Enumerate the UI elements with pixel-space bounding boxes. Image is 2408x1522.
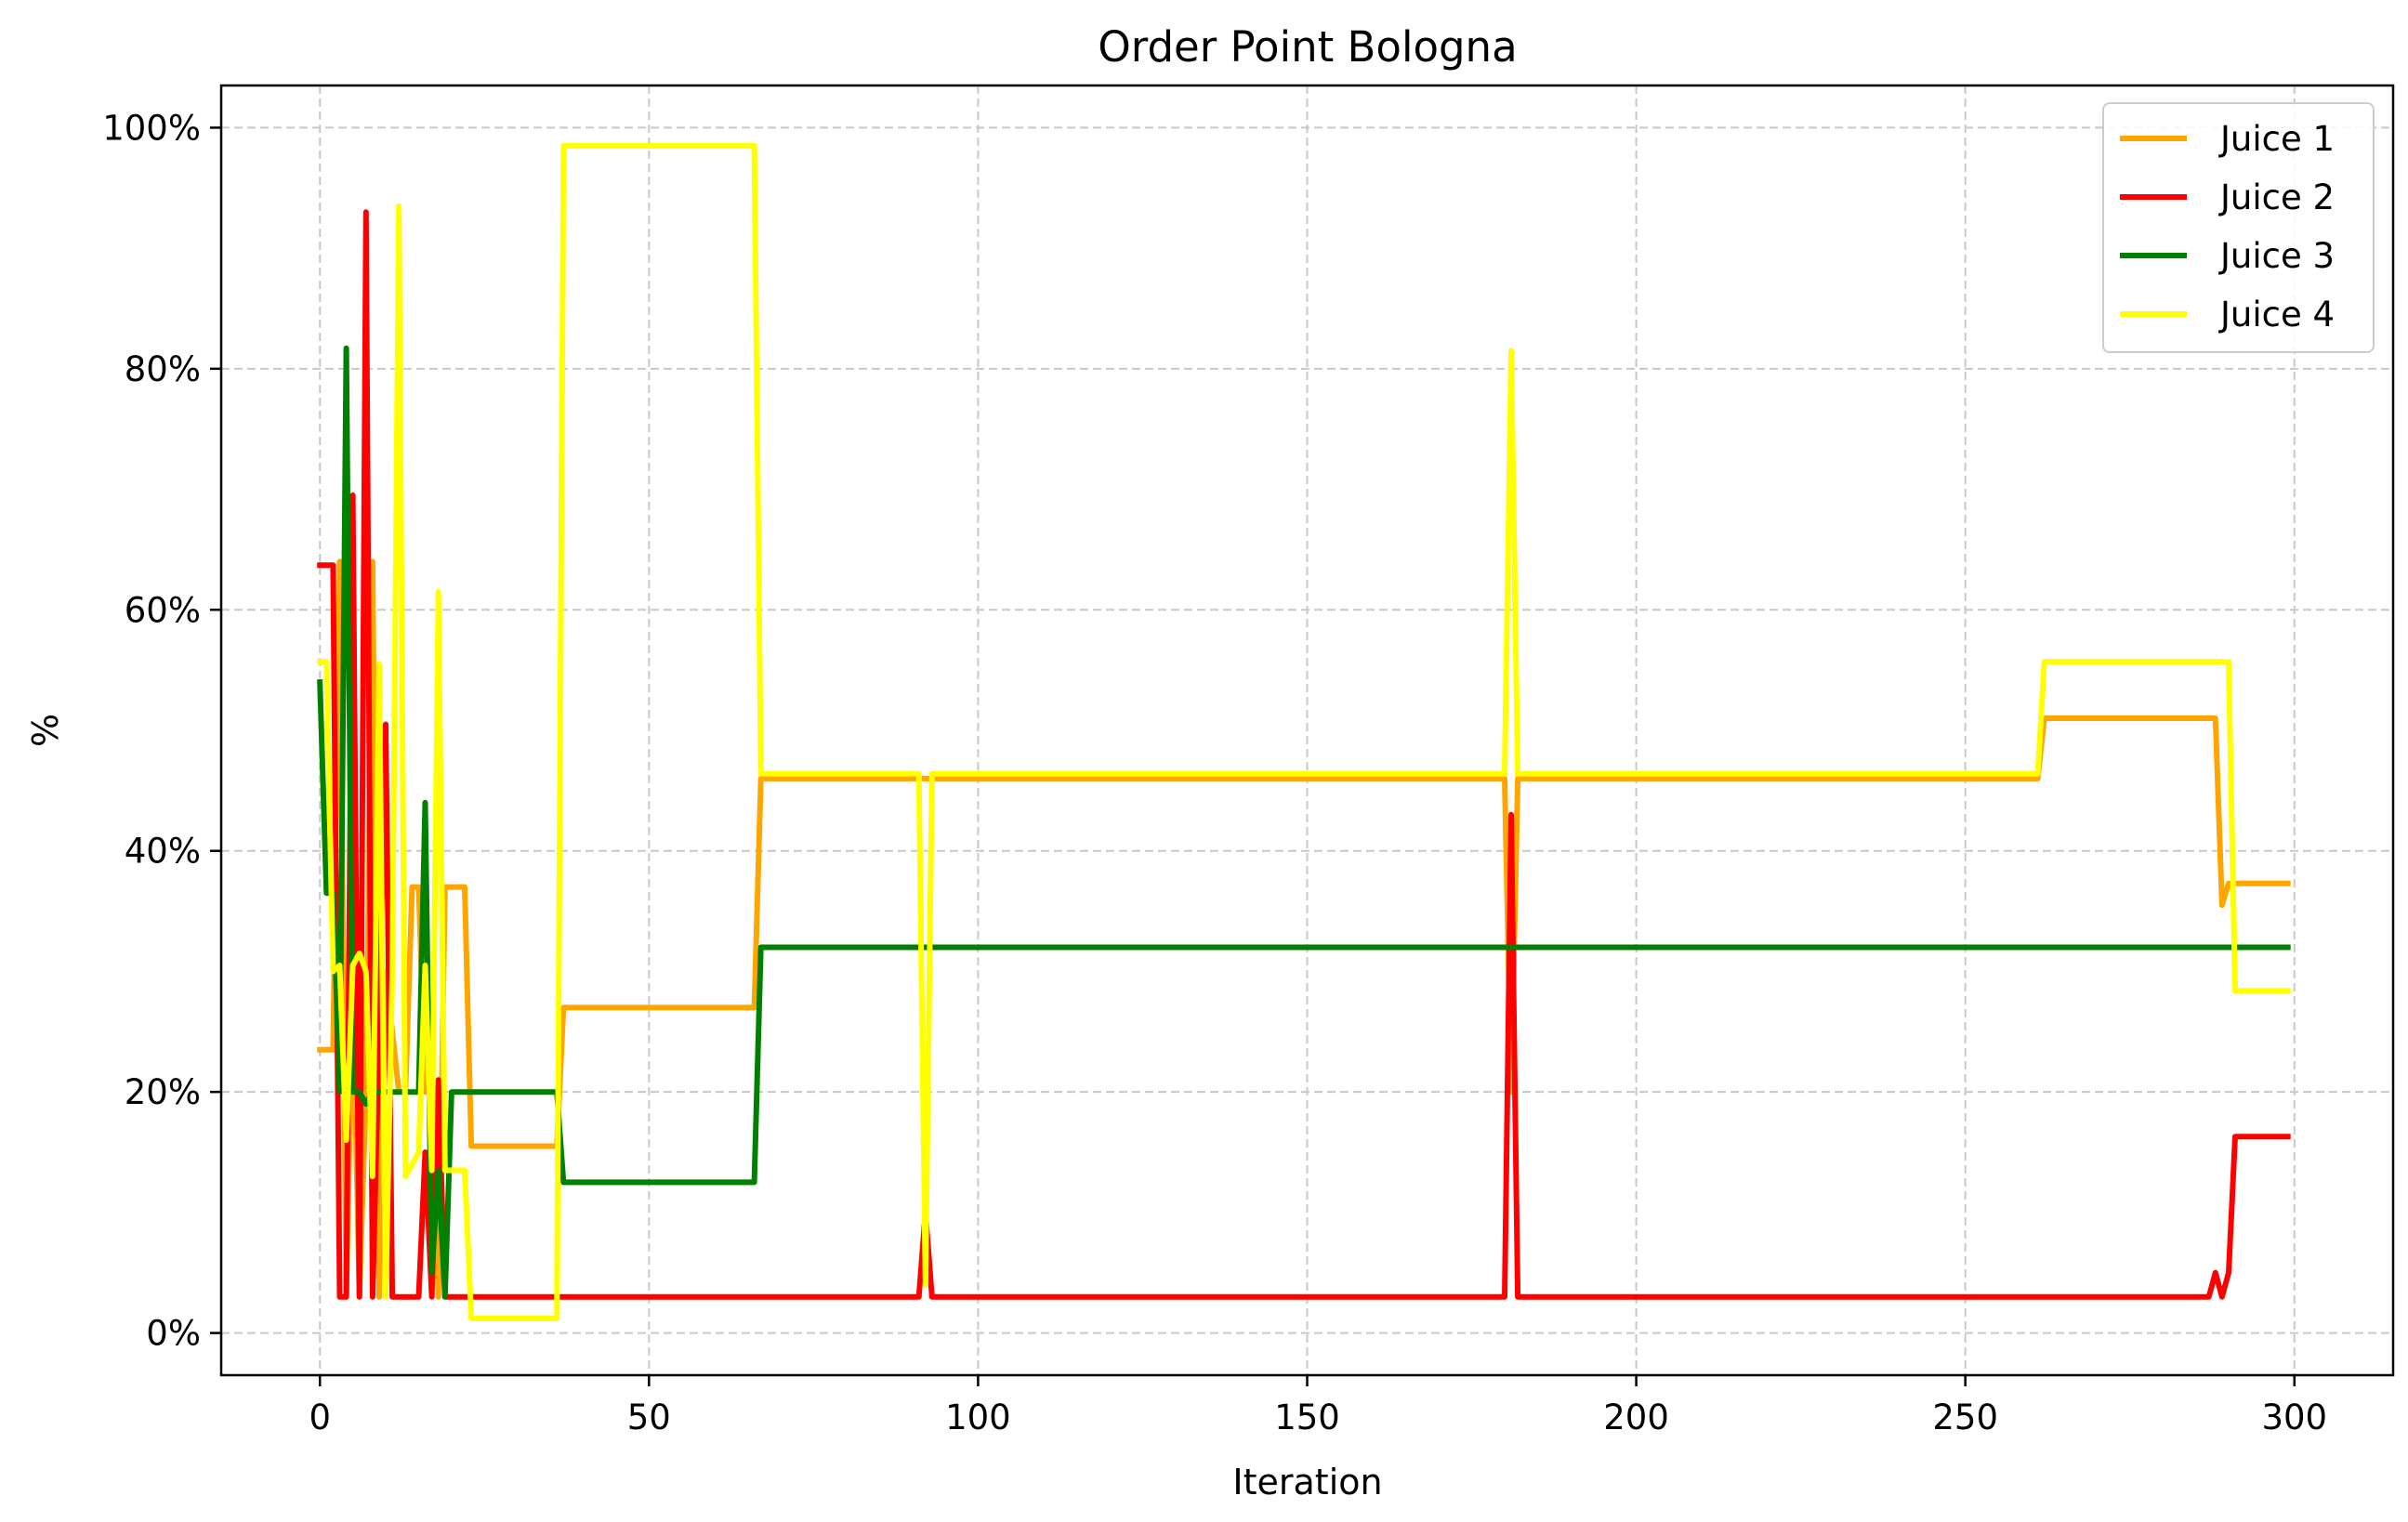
chart-title: Order Point Bologna: [1098, 22, 1517, 72]
y-axis: 0% 20% 40% 60% 80% 100%: [102, 108, 221, 1354]
series-line-juice-2: [317, 209, 2291, 1300]
series-line-juice-4: [317, 142, 2291, 1321]
x-axis-label: Iteration: [1232, 1462, 1382, 1502]
y-axis-label: %: [25, 714, 66, 747]
y-tick-label: 60%: [125, 590, 201, 630]
grid: [221, 85, 2393, 1375]
x-tick-label: 50: [627, 1397, 671, 1437]
legend-label: Juice 2: [2218, 177, 2335, 217]
y-tick-label: 80%: [125, 349, 201, 389]
x-tick-label: 0: [309, 1397, 331, 1437]
y-tick-label: 100%: [102, 108, 201, 148]
y-tick-label: 40%: [125, 832, 201, 872]
x-tick-label: 100: [945, 1397, 1011, 1437]
legend-label: Juice 1: [2218, 119, 2335, 159]
x-axis: 0 50 100 150 200 250 300: [309, 1375, 2327, 1437]
series-lines: [317, 142, 2291, 1321]
legend-label: Juice 3: [2218, 236, 2335, 276]
legend: Juice 1 Juice 2 Juice 3 Juice 4: [2102, 102, 2375, 353]
x-tick-label: 150: [1274, 1397, 1340, 1437]
legend-box: [2102, 102, 2375, 353]
legend-label: Juice 4: [2218, 295, 2335, 335]
x-tick-label: 200: [1603, 1397, 1669, 1437]
x-tick-label: 300: [2261, 1397, 2327, 1437]
y-tick-label: 0%: [146, 1314, 201, 1354]
x-tick-label: 250: [1932, 1397, 1998, 1437]
y-tick-label: 20%: [125, 1072, 201, 1112]
